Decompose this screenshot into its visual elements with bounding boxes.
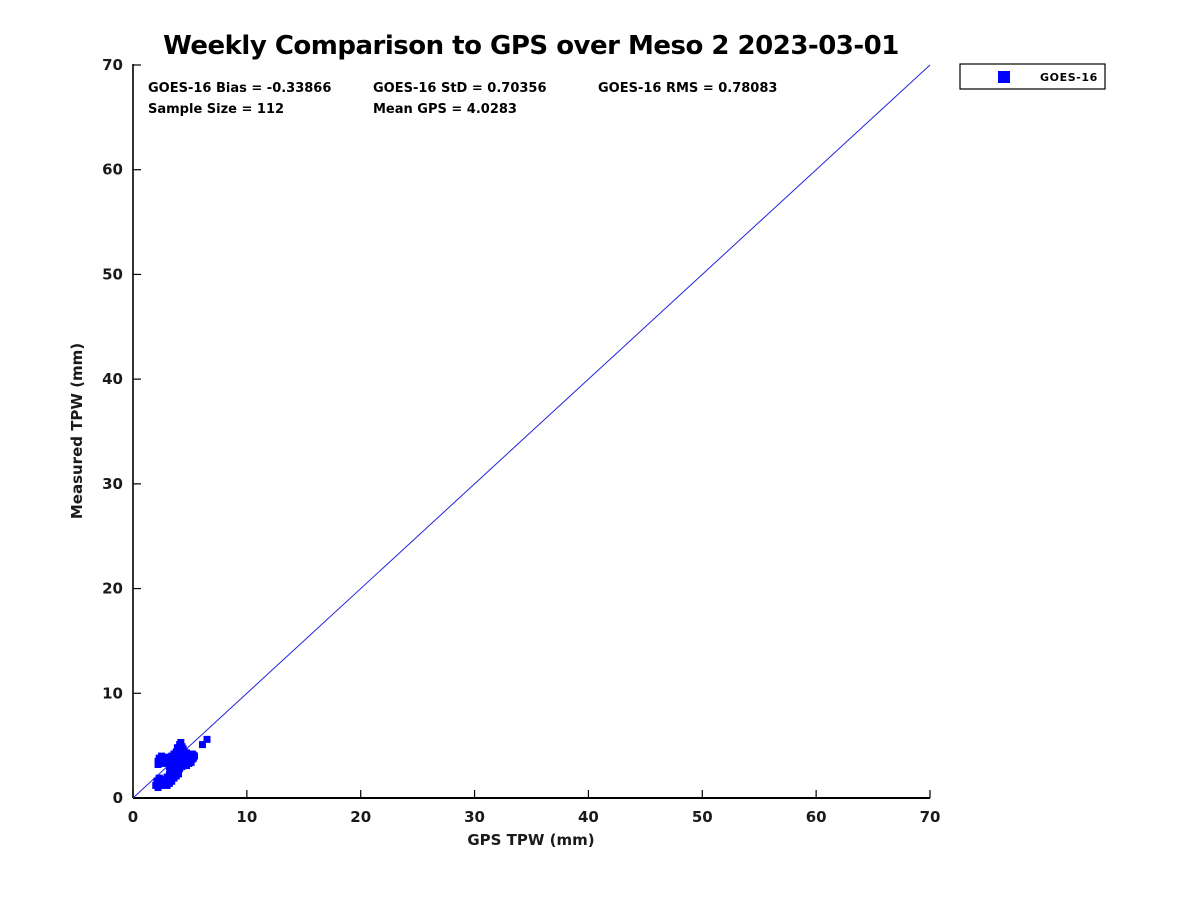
scatter-point xyxy=(179,745,187,753)
y-tick-label: 30 xyxy=(102,475,123,493)
x-tick-label: 10 xyxy=(236,808,257,826)
x-tick-label: 20 xyxy=(350,808,371,826)
scatter-point xyxy=(188,753,196,761)
y-tick-label: 40 xyxy=(102,370,123,388)
reference-line-group xyxy=(132,64,931,799)
identity-line xyxy=(132,64,931,799)
scatter-point xyxy=(167,756,175,764)
x-tick-label: 30 xyxy=(464,808,485,826)
stat-rms: GOES-16 RMS = 0.78083 xyxy=(598,81,777,96)
x-tick-label: 0 xyxy=(128,808,138,826)
scatter-points-group xyxy=(152,735,211,792)
y-tick-label: 20 xyxy=(102,580,123,598)
x-axis-label: GPS TPW (mm) xyxy=(467,831,594,849)
y-ticks: 0 10 20 30 40 50 60 70 xyxy=(102,56,141,807)
scatter-point xyxy=(177,739,185,747)
scatter-point xyxy=(155,774,163,782)
scatter-point xyxy=(163,773,171,781)
stat-bias: GOES-16 Bias = -0.33866 xyxy=(148,81,331,96)
x-tick-label: 40 xyxy=(578,808,599,826)
scatter-point xyxy=(175,756,183,764)
scatter-point xyxy=(173,762,181,770)
stat-sample-size: Sample Size = 112 xyxy=(148,102,284,117)
legend-box xyxy=(959,63,1106,90)
scatter-point xyxy=(198,741,206,749)
scatter-point xyxy=(184,756,192,764)
y-tick-label: 10 xyxy=(102,684,123,702)
y-axis-label: Measured TPW (mm) xyxy=(68,343,86,519)
scatter-point xyxy=(154,757,162,765)
x-tick-label: 70 xyxy=(920,808,941,826)
x-ticks: 0 10 20 30 40 50 60 70 xyxy=(128,790,941,826)
legend-label: GOES-16 xyxy=(1040,71,1098,84)
stat-std: GOES-16 StD = 0.70356 xyxy=(373,81,547,96)
chart-title: Weekly Comparison to GPS over Meso 2 202… xyxy=(163,31,899,61)
scatter-point xyxy=(179,751,187,759)
y-tick-label: 70 xyxy=(102,56,123,74)
legend-square-icon xyxy=(998,71,1010,83)
legend: GOES-16 xyxy=(959,63,1106,90)
y-tick-label: 60 xyxy=(102,161,123,179)
x-tick-label: 60 xyxy=(806,808,827,826)
scatter-point xyxy=(203,735,211,743)
stat-mean-gps: Mean GPS = 4.0283 xyxy=(373,102,517,117)
scatter-point xyxy=(168,760,176,768)
y-tick-label: 0 xyxy=(113,789,123,807)
y-tick-label: 50 xyxy=(102,265,123,283)
x-tick-label: 50 xyxy=(692,808,713,826)
